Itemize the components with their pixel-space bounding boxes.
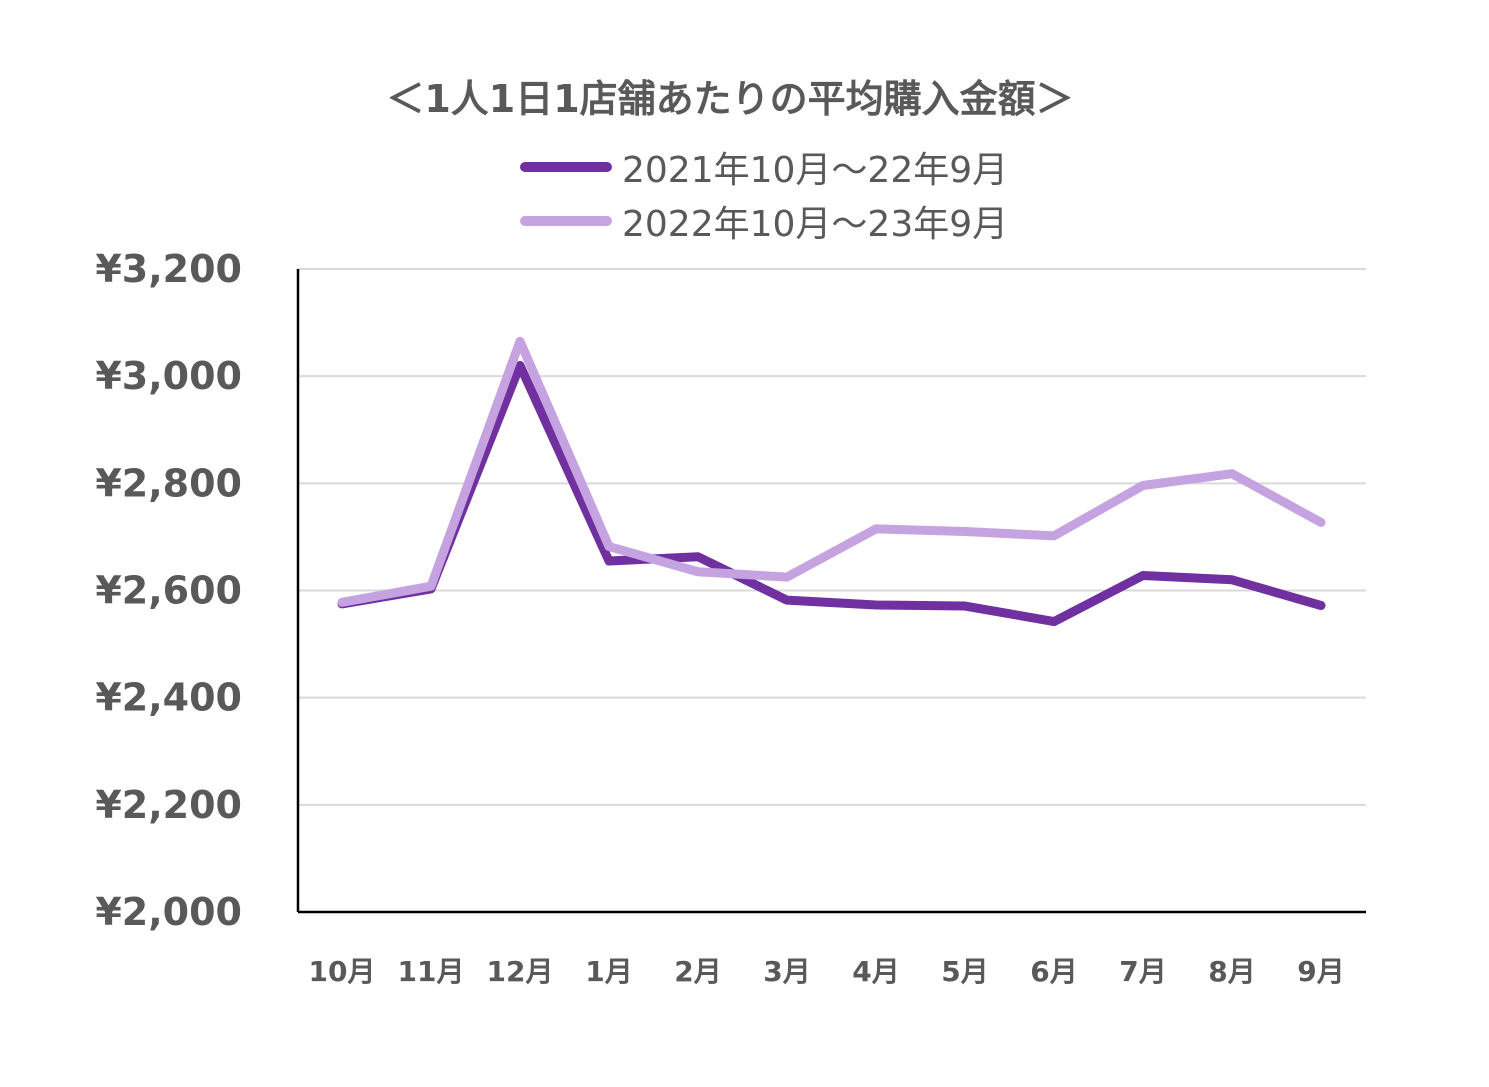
x-tick-label: 3月 (763, 955, 810, 988)
axes (296, 269, 1366, 914)
x-tick-label: 9月 (1297, 955, 1344, 988)
y-tick-label: ¥2,000 (95, 890, 242, 934)
y-tick-label: ¥2,600 (95, 569, 242, 613)
y-tick-label: ¥2,800 (95, 461, 242, 505)
chart-title: ＜1人1日1店舗あたりの平均購入金額＞ (386, 77, 1074, 121)
x-tick-label: 5月 (941, 955, 988, 988)
y-tick-label: ¥3,200 (95, 247, 242, 291)
y-tick-labels: ¥2,000 ¥2,200 ¥2,400 ¥2,600 ¥2,800 ¥3,000 ¥3,2… (95, 247, 242, 934)
legend-label-series-2: 2022年10月～23年9月 (622, 204, 1009, 245)
x-tick-label: 4月 (852, 955, 899, 988)
legend-item-series-2: 2022年10月～23年9月 (520, 194, 1008, 248)
legend-swatch-series-2 (520, 216, 612, 226)
x-tick-label: 2月 (674, 955, 721, 988)
x-tick-label: 11月 (398, 955, 465, 988)
x-tick-label: 7月 (1119, 955, 1166, 988)
series-lines (337, 336, 1326, 627)
y-tick-label: ¥2,400 (95, 676, 242, 720)
x-tick-label: 1月 (585, 955, 632, 988)
grid-lines (298, 268, 1366, 806)
x-tick-label: 10月 (309, 955, 376, 988)
x-tick-labels: 10月 11月 12月 1月 2月 3月 4月 5月 6月 7月 8月 9月 (309, 955, 1345, 988)
series-line-2 (337, 336, 1326, 607)
x-tick-label: 6月 (1030, 955, 1077, 988)
y-tick-label: ¥3,000 (95, 354, 242, 398)
legend-swatch-series-1 (520, 162, 612, 172)
legend-label-series-1: 2021年10月～22年9月 (622, 150, 1009, 191)
y-tick-label: ¥2,200 (95, 783, 242, 827)
legend-item-series-1: 2021年10月～22年9月 (520, 140, 1008, 194)
legend: 2021年10月～22年9月 2022年10月～23年9月 (520, 140, 1008, 248)
series-line-1 (337, 360, 1326, 627)
x-tick-label: 8月 (1208, 955, 1255, 988)
x-tick-label: 12月 (487, 955, 554, 988)
